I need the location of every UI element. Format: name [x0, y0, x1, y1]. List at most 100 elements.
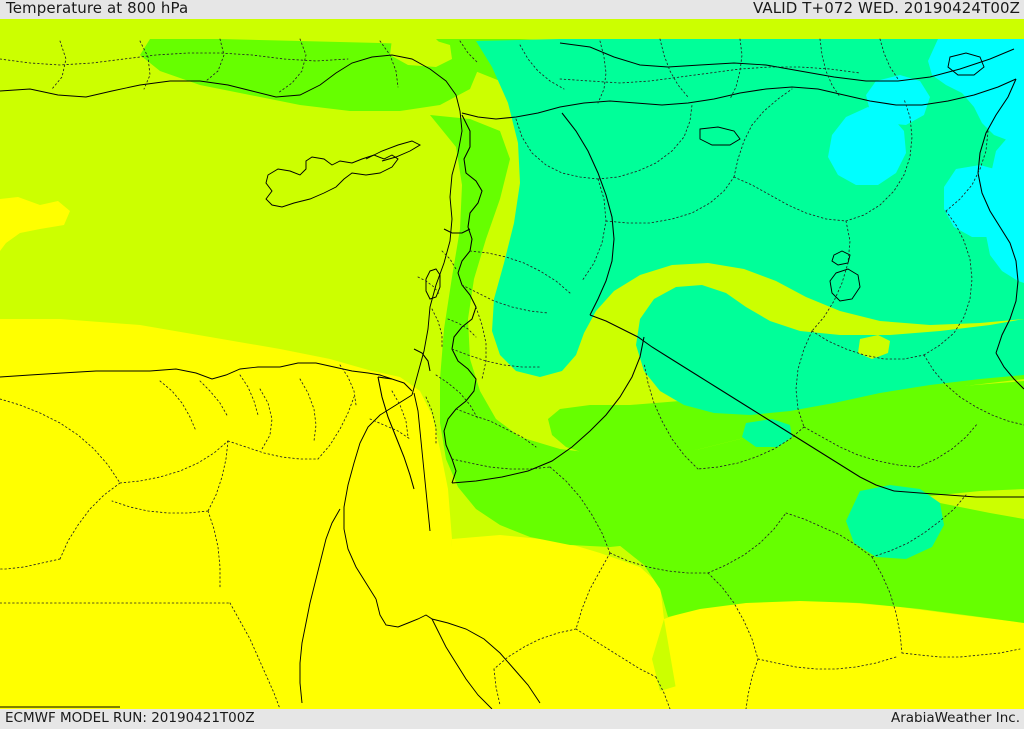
admin-border: [369, 418, 411, 440]
footer-bar: ECMWF MODEL RUN: 20190421T00Z ArabiaWeat…: [0, 709, 1024, 729]
admin-border: [697, 426, 805, 470]
coastline-turkey-north: [559, 42, 1015, 82]
admin-border: [581, 178, 607, 282]
border-lebanon-israel: [443, 228, 471, 234]
coastline-gulf-of-suez: [375, 598, 493, 709]
admin-border: [795, 330, 813, 428]
admin-border: [417, 276, 441, 296]
band-cyan: [928, 39, 1024, 141]
admin-border: [0, 52, 349, 66]
admin-border: [431, 308, 443, 350]
admin-border: [0, 558, 61, 570]
coastline-egypt-med: [149, 366, 280, 380]
band-yellow-patch: [390, 39, 452, 67]
admin-border: [643, 362, 699, 470]
coastline-egypt-med-west: [0, 370, 150, 378]
admin-border: [707, 572, 759, 660]
admin-border: [51, 40, 67, 90]
border-jordan-saudi: [451, 336, 645, 484]
border-turkey-syria: [461, 78, 1017, 120]
page-title: Temperature at 800 hPa: [6, 0, 189, 17]
coastline-cyprus-karpas: [365, 140, 421, 162]
border-syria-iraq: [561, 112, 615, 316]
admin-border: [493, 628, 577, 670]
band-cyan: [828, 107, 906, 185]
border-saudi-iraq: [893, 490, 1024, 498]
admin-border: [159, 380, 197, 432]
admin-border: [879, 38, 899, 80]
admin-border: [317, 396, 355, 460]
border-jordan-iraq-saudi: [589, 314, 895, 492]
admin-border: [493, 668, 501, 706]
admin-border: [745, 658, 759, 709]
band-spring-green: [742, 419, 792, 447]
water-lake-assad: [699, 126, 741, 146]
admin-border: [811, 330, 925, 360]
admin-border: [811, 220, 851, 332]
admin-border: [455, 408, 537, 448]
admin-border: [199, 380, 229, 418]
admin-border: [461, 284, 549, 314]
coastline-red-sea-west: [299, 508, 341, 704]
border-egypt-israel: [377, 376, 415, 490]
border-gaza: [413, 348, 431, 372]
admin-border: [923, 210, 973, 356]
admin-border: [559, 66, 861, 84]
admin-border: [299, 378, 317, 442]
admin-border: [597, 104, 693, 180]
admin-border: [205, 38, 225, 82]
admin-border: [475, 306, 487, 380]
admin-border: [425, 396, 437, 444]
water-dead-sea: [425, 268, 441, 300]
band-chartreuse: [430, 115, 1024, 547]
band-spring-green: [846, 485, 944, 559]
map-canvas[interactable]: [0, 19, 1024, 709]
band-yellow-patch: [858, 335, 890, 359]
coastline-red-sea-east: [431, 618, 541, 704]
border-iran-gulf: [995, 352, 1024, 390]
admin-border: [59, 482, 121, 560]
coastline-gulf-of-aqaba: [413, 392, 431, 532]
band-cyan: [944, 165, 1020, 237]
header-bar: Temperature at 800 hPa VALID T+072 WED. …: [0, 0, 1024, 19]
band-yellow: [660, 657, 1024, 709]
admin-border: [391, 390, 409, 438]
admin-border: [785, 512, 873, 558]
admin-border: [945, 130, 989, 212]
admin-border: [339, 364, 357, 406]
admin-border: [803, 426, 919, 468]
admin-border: [447, 318, 477, 338]
admin-border: [733, 88, 793, 178]
admin-border: [435, 374, 479, 420]
admin-border: [733, 176, 847, 222]
border-sinai-north: [377, 376, 413, 392]
admin-border: [379, 40, 399, 88]
temperature-field: [0, 19, 1024, 709]
admin-border: [707, 512, 787, 574]
attribution-label: ArabiaWeather Inc.: [890, 710, 1020, 726]
band-yellow: [0, 197, 70, 251]
admin-border: [757, 656, 897, 670]
admin-border: [451, 348, 541, 368]
admin-border: [901, 648, 1021, 658]
admin-border: [549, 466, 611, 554]
band-yellow: [664, 601, 1024, 689]
admin-border: [917, 422, 979, 468]
admin-border: [459, 40, 479, 64]
admin-border: [139, 40, 151, 90]
admin-border: [605, 176, 735, 224]
admin-border: [239, 374, 259, 416]
admin-border: [845, 98, 913, 222]
admin-border: [227, 440, 319, 460]
band-yellow: [0, 319, 452, 709]
admin-border: [469, 250, 571, 294]
admin-border: [229, 602, 281, 709]
admin-border: [575, 552, 611, 630]
border-iraq-iran: [977, 78, 1019, 354]
band-yellow: [440, 535, 680, 709]
admin-border: [111, 500, 209, 514]
admin-border: [609, 552, 709, 574]
coastline-sinai-west: [343, 394, 413, 600]
admin-border: [207, 510, 221, 588]
